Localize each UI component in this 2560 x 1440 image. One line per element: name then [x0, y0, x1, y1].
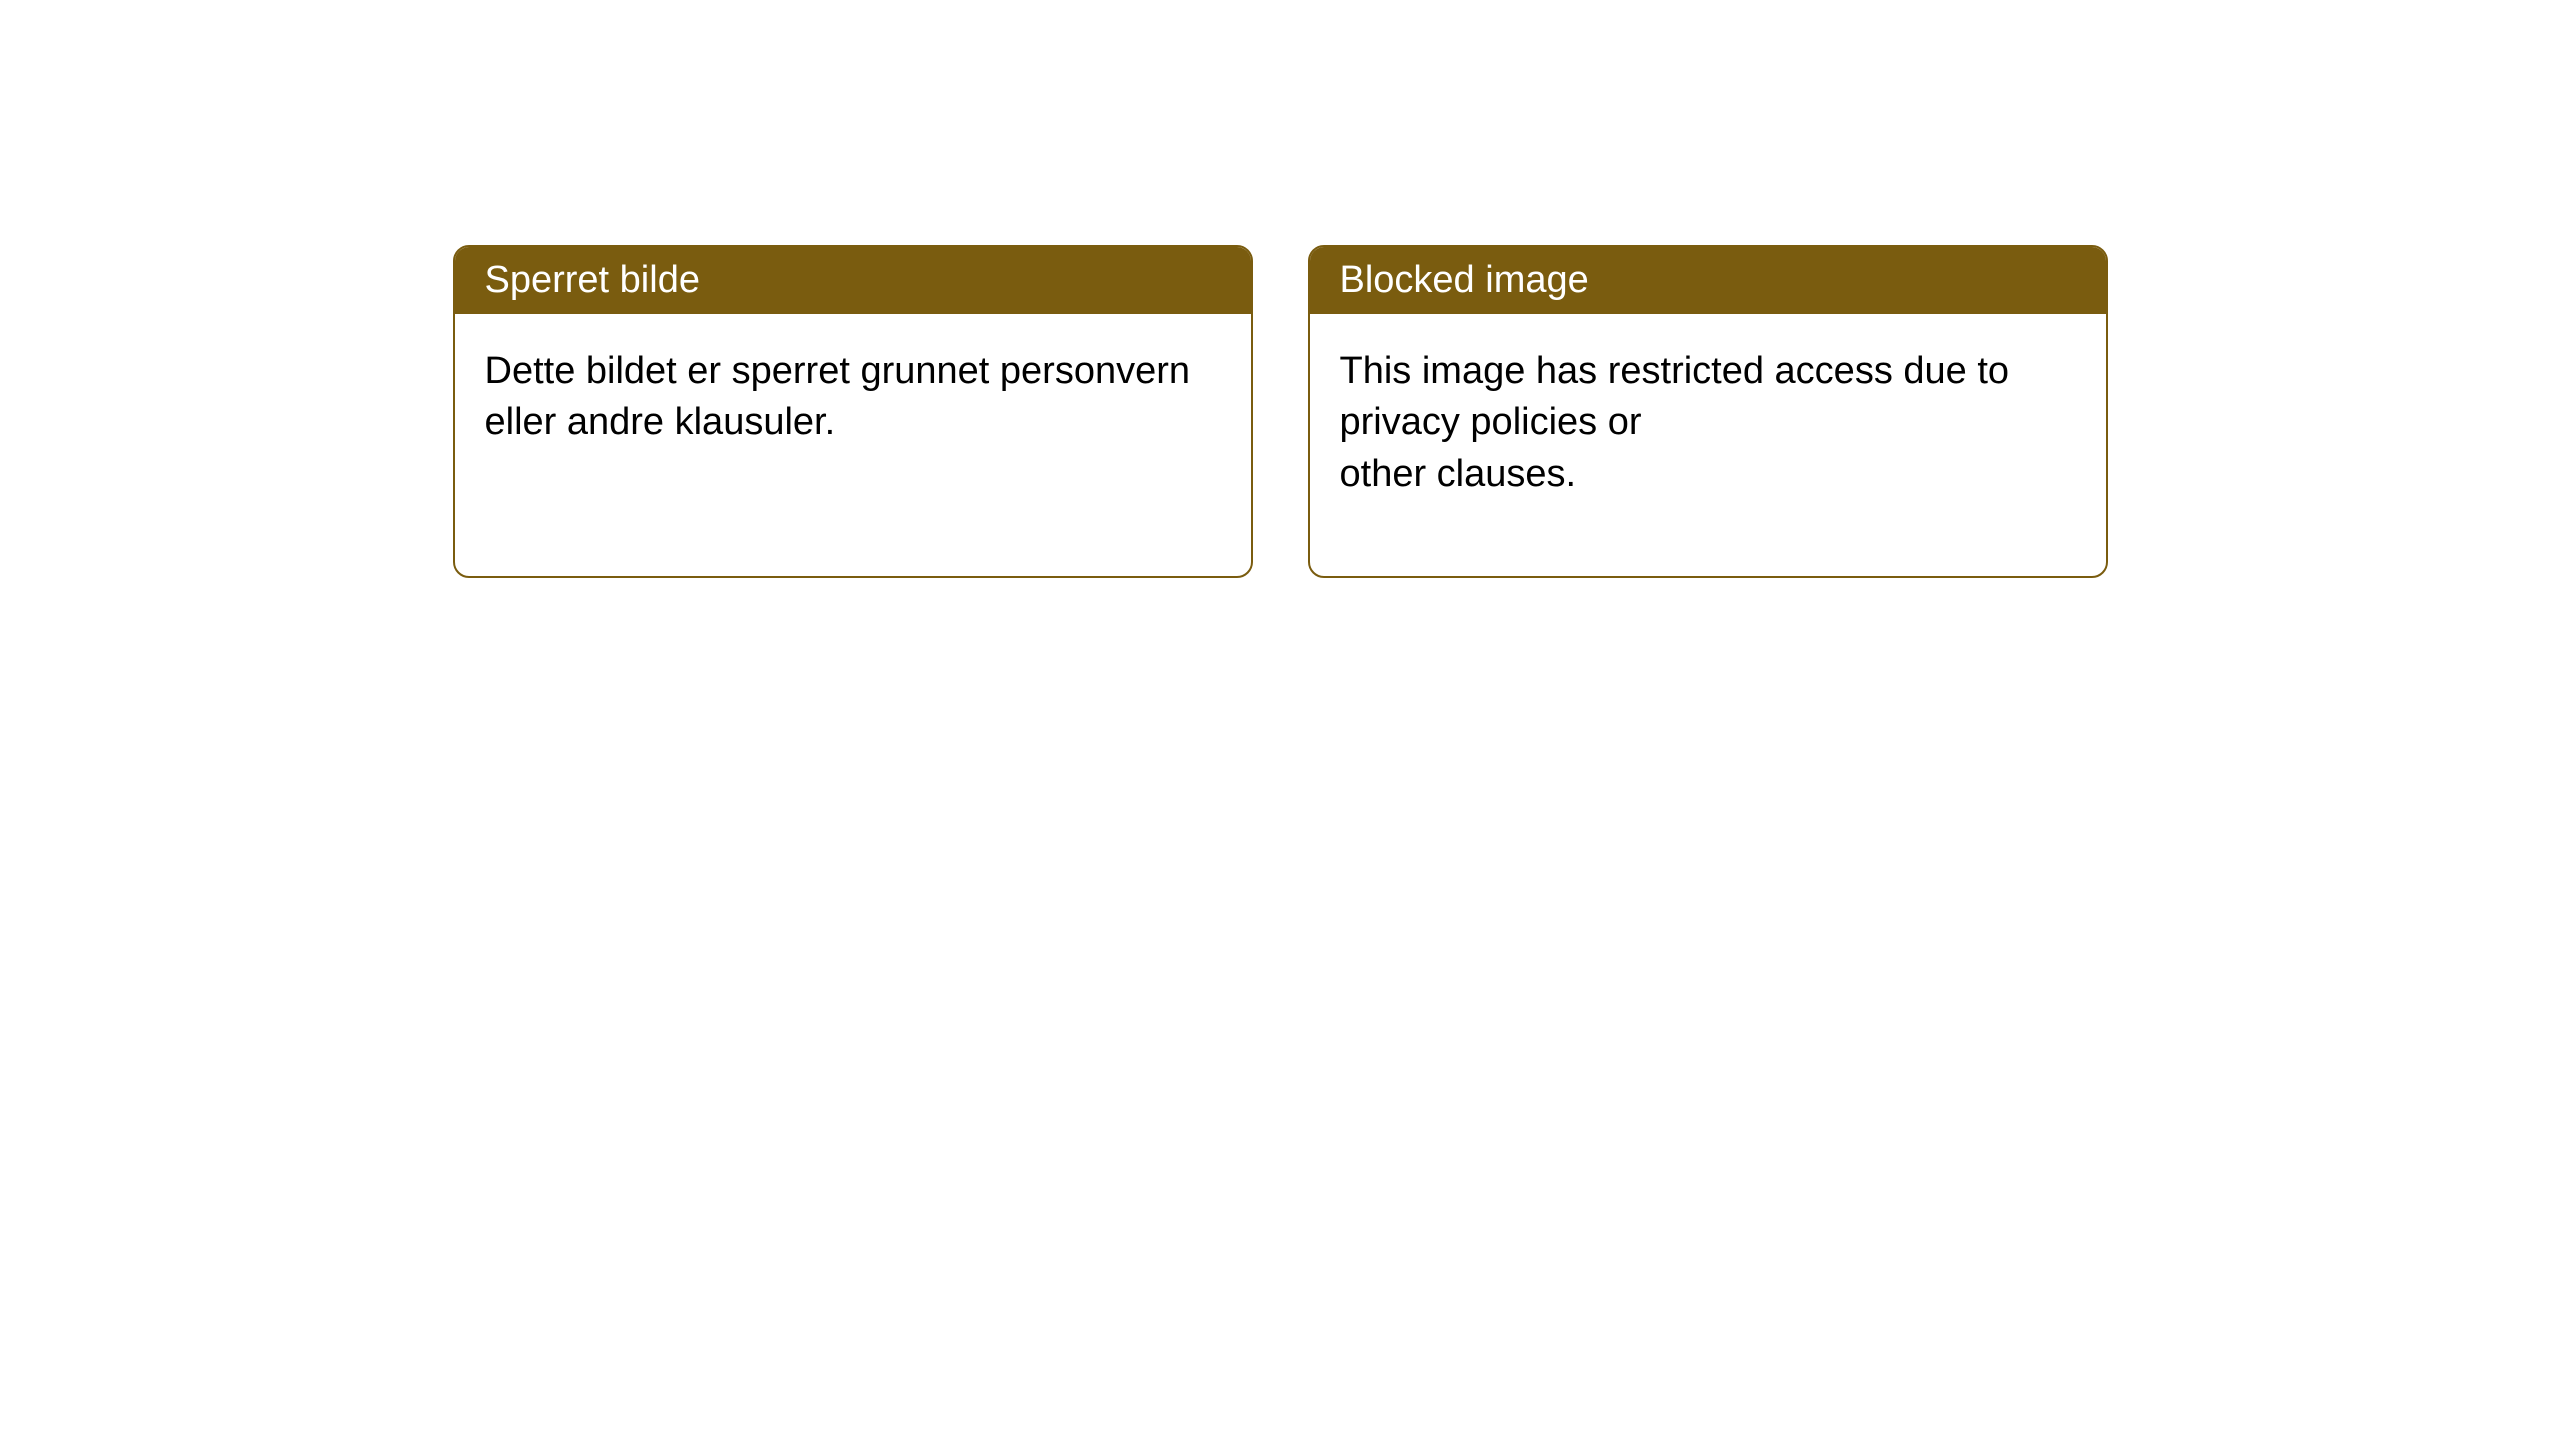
notice-box-norwegian: Sperret bilde Dette bildet er sperret gr… [453, 245, 1253, 578]
notice-container: Sperret bilde Dette bildet er sperret gr… [453, 245, 2108, 1440]
notice-body: Dette bildet er sperret grunnet personve… [455, 314, 1251, 481]
notice-header: Sperret bilde [455, 247, 1251, 314]
notice-header: Blocked image [1310, 247, 2106, 314]
notice-box-english: Blocked image This image has restricted … [1308, 245, 2108, 578]
notice-body: This image has restricted access due to … [1310, 314, 2106, 532]
